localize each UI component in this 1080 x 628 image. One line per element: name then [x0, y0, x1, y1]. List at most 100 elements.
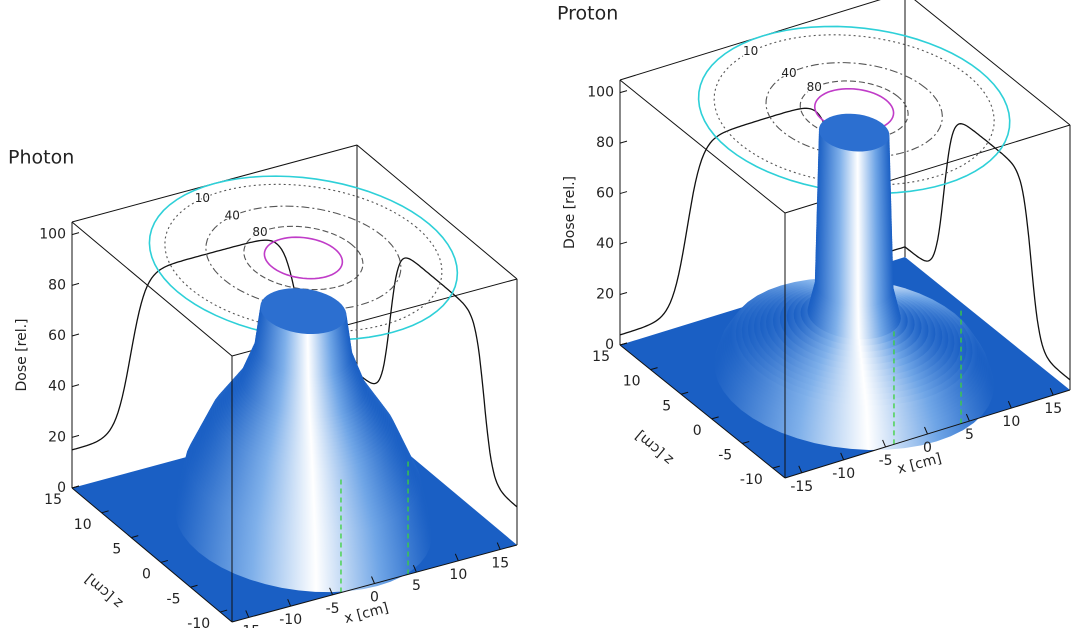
- x-tick-label: -15: [790, 479, 813, 495]
- y-tick-label: 100: [39, 227, 66, 243]
- contour-line: [713, 34, 995, 186]
- tick-mark: [619, 140, 628, 144]
- tick-mark: [965, 413, 970, 422]
- contour-outer: [148, 175, 459, 341]
- tick-mark: [329, 587, 334, 596]
- box-edge: [71, 487, 233, 623]
- tick-mark: [742, 441, 750, 444]
- contour-label: 40: [781, 66, 796, 80]
- chart-title: Photon: [8, 147, 74, 169]
- contour-label: 80: [252, 225, 267, 239]
- box-edge: [619, 0, 881, 81]
- tick-mark: [454, 553, 459, 562]
- tick-mark: [245, 610, 250, 618]
- contour-outer: [697, 25, 1011, 195]
- tick-mark: [840, 452, 845, 461]
- x-tick-label: -10: [832, 466, 855, 482]
- z-tick-label: 0: [142, 566, 151, 582]
- box-edge: [619, 79, 786, 214]
- x-tick-label: 15: [1044, 401, 1062, 417]
- contour-label: 80: [807, 80, 822, 94]
- x-tick-label: -5: [879, 453, 893, 469]
- x-tick-label: -10: [279, 612, 302, 628]
- z-tick-label: -5: [718, 448, 732, 464]
- tick-mark: [71, 333, 80, 337]
- tick-mark: [287, 598, 292, 607]
- tick-mark: [371, 576, 375, 584]
- contour-peak: [813, 87, 895, 132]
- y-tick-label: 0: [605, 337, 614, 353]
- z-tick-label: 5: [112, 542, 121, 558]
- box-edge: [71, 221, 233, 357]
- x-tick-label: -5: [326, 601, 340, 617]
- y-tick-label: 100: [587, 85, 614, 101]
- x-tick-label: 10: [1002, 414, 1020, 430]
- contour-line: [205, 205, 402, 311]
- chart-title: Proton: [557, 3, 618, 25]
- y-tick-label: 20: [596, 287, 614, 303]
- z-tick-label: 10: [74, 517, 92, 533]
- tick-mark: [220, 609, 228, 613]
- x-tick-label: -15: [237, 623, 260, 628]
- tick-mark: [131, 535, 139, 539]
- contour-label: 10: [743, 44, 758, 58]
- tick-mark: [160, 559, 169, 563]
- z-tick-label: 0: [693, 423, 702, 439]
- tick-mark: [71, 485, 80, 489]
- x-axis-label: x [cm]: [896, 450, 944, 477]
- tick-mark: [71, 232, 80, 236]
- dose-surface: [818, 113, 890, 152]
- x-tick-label: 5: [412, 578, 421, 594]
- contour-label: 40: [225, 209, 240, 223]
- tick-mark: [619, 292, 628, 296]
- x-tick-label: 15: [491, 556, 509, 572]
- contour-line: [164, 183, 443, 333]
- contour-line: [765, 62, 943, 158]
- tick-mark: [650, 367, 658, 371]
- tick-mark: [496, 542, 501, 550]
- x-tick-label: 5: [965, 427, 974, 443]
- contour-line: [243, 225, 364, 291]
- tick-mark: [71, 384, 80, 388]
- tick-mark: [1007, 400, 1012, 409]
- box-edge: [619, 344, 786, 479]
- contour-label: 10: [195, 191, 210, 205]
- y-tick-label: 0: [57, 480, 66, 496]
- y-axis-label: Dose [rel.]: [14, 318, 30, 391]
- tick-mark: [190, 584, 198, 588]
- y-tick-label: 20: [48, 429, 66, 445]
- x-axis-label: x [cm]: [343, 600, 391, 627]
- y-tick-label: 40: [48, 379, 66, 395]
- z-tick-label: 10: [623, 374, 641, 390]
- dose-surface: [260, 288, 347, 335]
- y-tick-label: 80: [48, 277, 66, 293]
- tick-mark: [619, 191, 628, 195]
- z-tick-label: -5: [167, 591, 181, 607]
- y-tick-label: 60: [596, 186, 614, 202]
- y-axis-label: Dose [rel.]: [562, 176, 578, 249]
- z-tick-label: -10: [187, 616, 210, 628]
- tick-mark: [711, 416, 719, 420]
- tick-mark: [619, 342, 628, 346]
- tick-mark: [772, 465, 780, 469]
- wall-profile: [904, 123, 1071, 381]
- tick-mark: [619, 241, 628, 245]
- tick-mark: [924, 426, 928, 435]
- y-tick-label: 60: [48, 328, 66, 344]
- tick-mark: [1049, 387, 1054, 396]
- z-axis-label: z [cm]: [82, 571, 126, 612]
- x-tick-label: 10: [449, 567, 467, 583]
- y-tick-label: 40: [596, 236, 614, 252]
- box-edge: [914, 0, 1071, 126]
- tick-mark: [798, 465, 803, 474]
- y-tick-label: 80: [596, 135, 614, 151]
- contour-peak: [263, 236, 344, 280]
- z-axis-label: z [cm]: [632, 427, 676, 468]
- z-tick-label: 15: [592, 349, 610, 365]
- tick-mark: [680, 391, 689, 395]
- x-tick-label: 0: [923, 440, 932, 456]
- tick-mark: [71, 282, 80, 286]
- wall-profile: [356, 257, 518, 508]
